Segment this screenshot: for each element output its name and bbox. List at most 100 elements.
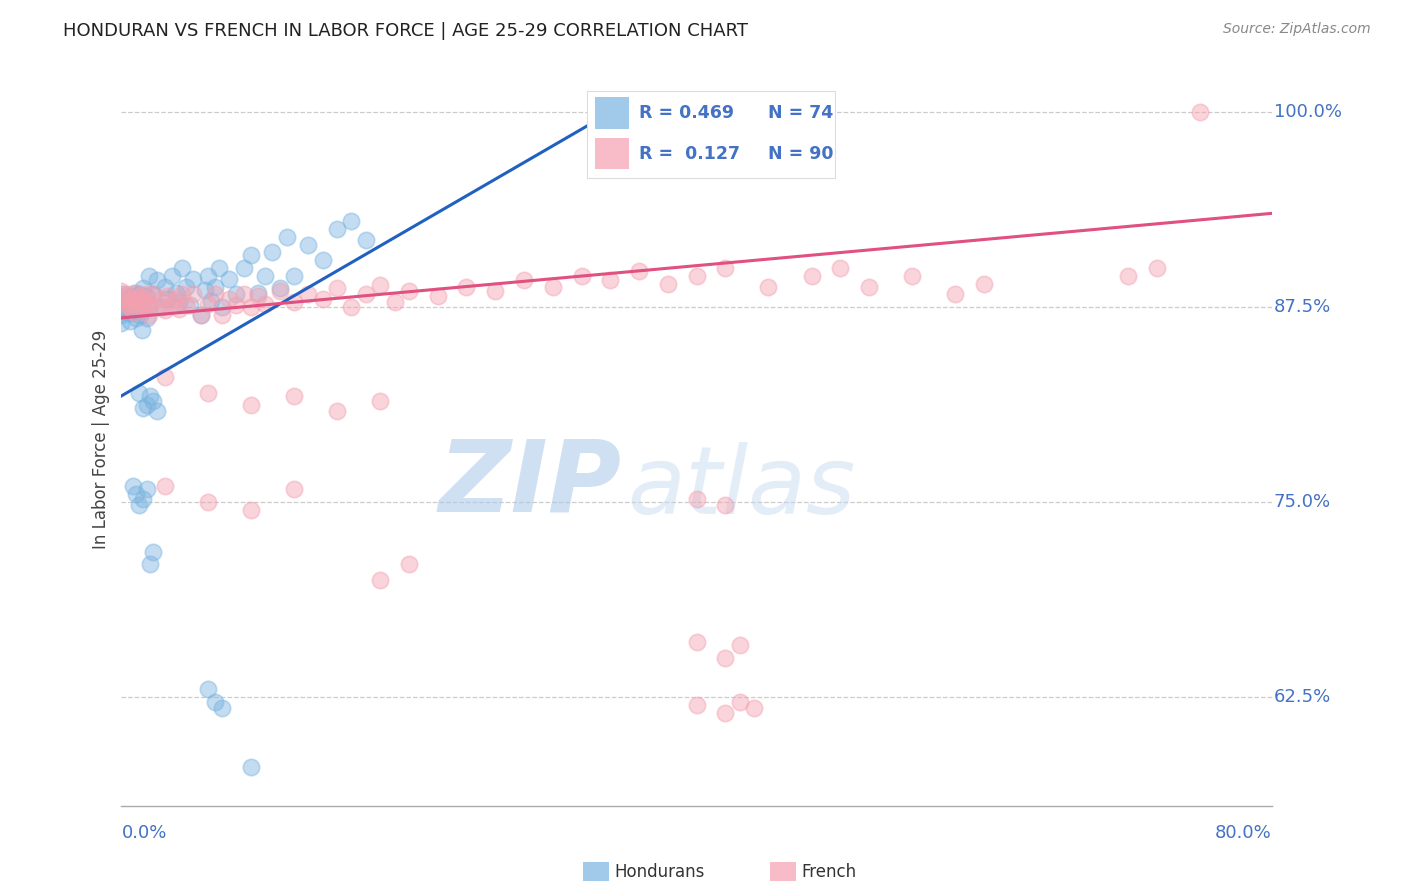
Point bbox=[153, 279, 176, 293]
Point bbox=[129, 289, 152, 303]
Point bbox=[297, 237, 319, 252]
Point bbox=[758, 279, 780, 293]
Point bbox=[384, 295, 406, 310]
Point bbox=[232, 287, 254, 301]
Point bbox=[800, 268, 823, 283]
Point bbox=[136, 287, 159, 301]
Point bbox=[197, 268, 219, 283]
Point bbox=[160, 268, 183, 283]
Point bbox=[830, 260, 852, 275]
Point bbox=[456, 279, 478, 293]
Point bbox=[283, 268, 305, 283]
Point bbox=[115, 287, 138, 301]
Point bbox=[685, 698, 707, 712]
Point bbox=[121, 289, 143, 303]
Point bbox=[1116, 268, 1139, 283]
Point bbox=[326, 281, 349, 295]
Point bbox=[132, 491, 155, 506]
Point bbox=[728, 639, 751, 653]
Point bbox=[398, 558, 420, 572]
Point bbox=[132, 281, 155, 295]
Point bbox=[132, 301, 155, 316]
Point bbox=[150, 300, 173, 314]
Point bbox=[135, 300, 157, 314]
Point bbox=[326, 404, 349, 418]
Point bbox=[114, 298, 136, 312]
Point bbox=[225, 298, 247, 312]
Point bbox=[110, 308, 132, 322]
Point bbox=[125, 487, 148, 501]
Point bbox=[117, 298, 139, 312]
Point bbox=[599, 273, 621, 287]
Point bbox=[128, 287, 150, 301]
Point bbox=[354, 287, 377, 301]
Point bbox=[368, 393, 391, 408]
Point bbox=[283, 295, 305, 310]
Point bbox=[685, 491, 707, 506]
Point bbox=[165, 292, 187, 306]
Point bbox=[276, 229, 298, 244]
Point bbox=[121, 291, 143, 305]
Point bbox=[136, 398, 159, 412]
Point bbox=[156, 289, 179, 303]
Point bbox=[138, 308, 160, 322]
Text: HONDURAN VS FRENCH IN LABOR FORCE | AGE 25-29 CORRELATION CHART: HONDURAN VS FRENCH IN LABOR FORCE | AGE … bbox=[63, 22, 748, 40]
Point bbox=[110, 316, 132, 330]
Point bbox=[254, 297, 277, 311]
Point bbox=[714, 651, 737, 665]
Point bbox=[153, 303, 176, 318]
Point bbox=[134, 292, 156, 306]
Point bbox=[124, 304, 146, 318]
Point bbox=[120, 314, 142, 328]
Point bbox=[283, 389, 305, 403]
Point bbox=[312, 292, 335, 306]
Point bbox=[146, 273, 169, 287]
Point bbox=[110, 285, 132, 299]
Text: 100.0%: 100.0% bbox=[1274, 103, 1341, 121]
Point bbox=[197, 495, 219, 509]
Point bbox=[685, 635, 707, 649]
Point bbox=[131, 323, 153, 337]
Point bbox=[112, 289, 135, 303]
Point bbox=[165, 285, 187, 300]
Point bbox=[340, 300, 363, 314]
Point bbox=[232, 260, 254, 275]
Point bbox=[127, 293, 149, 308]
Point bbox=[943, 287, 966, 301]
Point bbox=[239, 300, 262, 314]
Point bbox=[312, 253, 335, 268]
Text: 87.5%: 87.5% bbox=[1274, 298, 1331, 316]
Point bbox=[657, 277, 679, 291]
Point bbox=[115, 292, 138, 306]
Point bbox=[254, 268, 277, 283]
Point bbox=[340, 214, 363, 228]
Point bbox=[135, 289, 157, 303]
Point bbox=[134, 301, 156, 316]
Point bbox=[200, 293, 222, 308]
Point bbox=[125, 310, 148, 325]
Point bbox=[239, 502, 262, 516]
Point bbox=[122, 297, 145, 311]
Point bbox=[167, 295, 190, 310]
Point bbox=[208, 260, 231, 275]
Point bbox=[139, 389, 162, 403]
Point bbox=[714, 498, 737, 512]
Point bbox=[124, 285, 146, 300]
Point bbox=[239, 760, 262, 774]
Point bbox=[239, 398, 262, 412]
Point bbox=[125, 303, 148, 318]
Point bbox=[170, 260, 193, 275]
Point bbox=[190, 308, 212, 322]
Y-axis label: In Labor Force | Age 25-29: In Labor Force | Age 25-29 bbox=[93, 330, 110, 549]
Point bbox=[117, 293, 139, 308]
Point bbox=[197, 385, 219, 400]
Point bbox=[247, 285, 270, 300]
Point bbox=[204, 287, 226, 301]
Point bbox=[197, 682, 219, 697]
Point bbox=[685, 268, 707, 283]
Point bbox=[269, 281, 291, 295]
Point bbox=[239, 248, 262, 262]
Text: atlas: atlas bbox=[627, 442, 856, 533]
Point bbox=[211, 701, 233, 715]
Point bbox=[139, 298, 162, 312]
